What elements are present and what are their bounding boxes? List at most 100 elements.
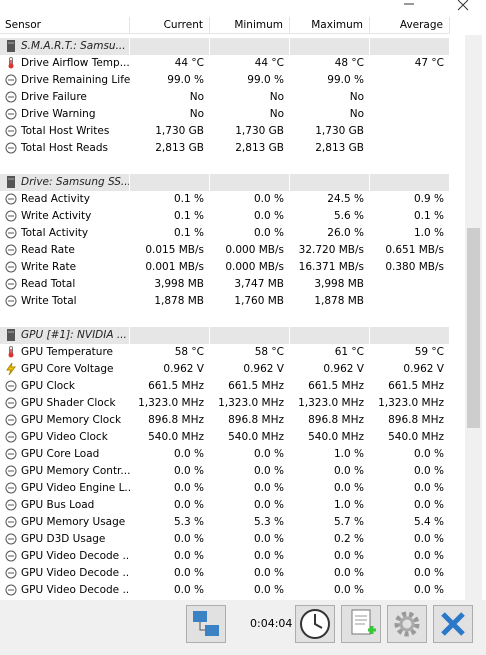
sensor-label: Total Host Writes xyxy=(21,125,110,137)
sensor-value: 0.651 MB/s xyxy=(385,244,444,256)
group-header: GPU [#1]: NVIDIA ... xyxy=(0,327,130,344)
sensor-value: 540.0 MHz xyxy=(148,431,204,443)
sensor-label: GPU Video Decode ... xyxy=(21,550,130,562)
sensor-label: Total Host Reads xyxy=(21,142,108,154)
sensor-value: 47 °C xyxy=(414,57,444,69)
sensor-label: GPU Clock xyxy=(21,380,76,392)
sensor-value: 5.3 % xyxy=(173,516,204,528)
sensor-label: GPU Bus Load xyxy=(21,499,95,511)
group-icon xyxy=(7,40,15,52)
sensor-icon xyxy=(5,108,17,120)
sensor-value: No xyxy=(349,91,364,103)
sensor-label: GPU Video Decode ... xyxy=(21,584,130,596)
group-header-fill xyxy=(370,174,450,191)
sensor-icon xyxy=(5,74,17,86)
sensor-value: 540.0 MHz xyxy=(228,431,284,443)
sensor-label: Read Activity xyxy=(21,193,90,205)
sensor-label: GPU Memory Usage xyxy=(21,516,126,528)
sensor-icon xyxy=(5,295,17,307)
close-button[interactable] xyxy=(433,605,473,643)
sensor-value: 58 °C xyxy=(174,346,204,358)
sensor-icon xyxy=(5,380,17,392)
sensor-value: 661.5 MHz xyxy=(148,380,204,392)
column-header: Average xyxy=(370,17,450,34)
sensor-value: 0.0 % xyxy=(253,499,284,511)
sensor-value: 661.5 MHz xyxy=(388,380,444,392)
sensor-value: 48 °C xyxy=(334,57,364,69)
sensor-value: 1,878 MB xyxy=(154,295,204,307)
sensor-label: Drive Remaining Life xyxy=(21,74,130,86)
sensor-value: 0.0 % xyxy=(173,448,204,460)
sensor-value: 1,323.0 MHz xyxy=(298,397,364,409)
sensor-value: 99.0 % xyxy=(327,74,364,86)
sensor-value: 0.0 % xyxy=(253,550,284,562)
sensor-value: 0.0 % xyxy=(253,227,284,239)
sensor-value: 32.720 MB/s xyxy=(298,244,364,256)
sensor-icon xyxy=(8,57,14,69)
sensor-icon xyxy=(5,261,17,273)
group-header: S.M.A.R.T.: Samsu... xyxy=(0,38,130,55)
sensor-value: 1,323.0 MHz xyxy=(378,397,444,409)
sensor-value: 0.001 MB/s xyxy=(145,261,204,273)
group-header-fill xyxy=(370,327,450,344)
sensor-value: 59 °C xyxy=(414,346,444,358)
sensor-label: GPU Video Clock xyxy=(21,431,108,443)
sensor-value: 99.0 % xyxy=(247,74,284,86)
sensor-value: 540.0 MHz xyxy=(308,431,364,443)
sensor-icon xyxy=(5,125,17,137)
sensor-value: No xyxy=(189,108,204,120)
sensor-label: Drive Failure xyxy=(21,91,87,103)
sensor-label: Drive Airflow Temp... xyxy=(21,57,130,69)
sensor-label: Total Activity xyxy=(21,227,89,239)
sensor-icon xyxy=(5,414,17,426)
sensor-value: 2,813 GB xyxy=(315,142,364,154)
sensor-label: GPU Memory Contr... xyxy=(21,465,130,477)
sensor-value: 5.6 % xyxy=(333,210,364,222)
sensor-value: No xyxy=(269,91,284,103)
sensor-value: 0.0 % xyxy=(253,210,284,222)
sensor-value: 1,760 MB xyxy=(234,295,284,307)
timer: 0:04:04 xyxy=(250,617,293,630)
sensor-label: Drive Warning xyxy=(21,108,96,120)
group-header-fill xyxy=(130,38,210,55)
sensor-value: 1,730 GB xyxy=(315,125,364,137)
sensor-value: 5.4 % xyxy=(413,516,444,528)
sensor-value: 0.000 MB/s xyxy=(225,261,284,273)
sensor-label: Write Activity xyxy=(21,210,92,222)
sensor-icon xyxy=(5,210,17,222)
close-icon[interactable] xyxy=(457,0,469,11)
report-button[interactable] xyxy=(341,605,381,643)
sensor-value: 0.0 % xyxy=(173,465,204,477)
sensor-icon xyxy=(5,193,17,205)
sensor-icon xyxy=(5,397,17,409)
sensor-value: 0.0 % xyxy=(413,465,444,477)
sensor-value: 0.0 % xyxy=(413,567,444,579)
group-header-fill xyxy=(290,174,370,191)
sensor-label: Read Total xyxy=(21,278,76,290)
sensor-value: 896.8 MHz xyxy=(388,414,444,426)
sensor-icon xyxy=(5,567,17,579)
sensor-value: 1,730 GB xyxy=(155,125,204,137)
scroll-thumb[interactable] xyxy=(467,228,480,428)
clock-button[interactable] xyxy=(295,605,335,643)
settings-button[interactable] xyxy=(387,605,427,643)
network-button[interactable] xyxy=(186,605,226,643)
sensor-label: GPU Shader Clock xyxy=(21,397,116,409)
sensor-value: 0.0 % xyxy=(413,533,444,545)
group-icon xyxy=(7,329,15,341)
sensor-value: 2,813 GB xyxy=(155,142,204,154)
sensor-value: 3,998 MB xyxy=(314,278,364,290)
group-icon xyxy=(7,176,15,188)
sensor-value: 0.015 MB/s xyxy=(145,244,204,256)
sensor-icon xyxy=(5,278,17,290)
sensor-icon xyxy=(5,244,17,256)
sensor-label: GPU Temperature xyxy=(21,346,114,358)
sensor-value: 58 °C xyxy=(254,346,284,358)
sensor-value: 1,323.0 MHz xyxy=(218,397,284,409)
column-header: Maximum xyxy=(290,17,370,34)
group-header-fill xyxy=(370,38,450,55)
sensor-value: 0.0 % xyxy=(173,482,204,494)
sensor-value: 0.0 % xyxy=(173,567,204,579)
sensor-value: 0.0 % xyxy=(253,465,284,477)
sensor-value: 0.0 % xyxy=(413,448,444,460)
